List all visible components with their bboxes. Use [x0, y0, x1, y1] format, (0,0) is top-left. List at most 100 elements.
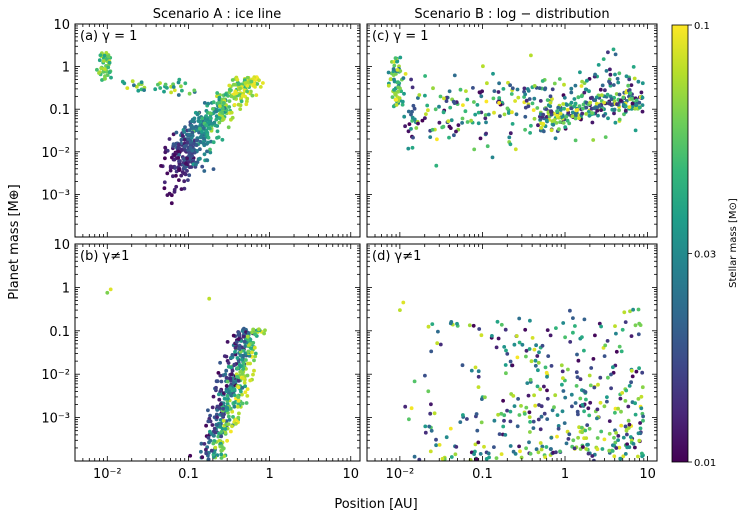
scatter-point	[225, 340, 230, 344]
scatter-point	[492, 89, 497, 93]
scatter-point	[609, 386, 613, 391]
scatter-point	[227, 87, 232, 92]
scatter-point	[627, 105, 632, 109]
scatter-point	[545, 98, 550, 102]
scatter-point	[630, 101, 635, 106]
scatter-point	[545, 396, 550, 401]
scatter-point	[241, 366, 246, 371]
scatter-point	[484, 457, 489, 461]
scatter-point	[572, 97, 577, 101]
scatter-point	[237, 347, 242, 351]
scatter-point	[482, 444, 486, 449]
scatter-point	[494, 456, 499, 460]
scatter-point	[191, 119, 196, 123]
scatter-point	[417, 457, 422, 461]
scatter-point	[233, 350, 237, 354]
scatter-point	[172, 88, 177, 93]
scatter-point	[531, 419, 536, 424]
scatter-point	[98, 53, 103, 58]
scatter-point	[597, 321, 602, 326]
scatter-point	[186, 133, 191, 138]
scatter-point	[205, 149, 209, 154]
scatter-point	[425, 103, 430, 108]
scatter-point	[204, 423, 209, 428]
scatter-point	[522, 86, 527, 91]
scatter-point	[169, 201, 174, 206]
scatter-point	[574, 108, 579, 113]
scatter-point	[517, 340, 522, 345]
scatter-point	[569, 90, 574, 95]
scatter-point	[239, 389, 243, 394]
scatter-point	[454, 445, 459, 449]
scatter-point	[636, 307, 641, 312]
scatter-point	[234, 340, 239, 344]
scatter-point	[441, 110, 446, 115]
scatter-point	[566, 367, 570, 372]
scatter-point	[243, 390, 248, 395]
scatter-point	[568, 308, 572, 313]
scatter-point	[585, 423, 590, 427]
scatter-point	[605, 92, 610, 97]
scatter-point	[171, 85, 176, 89]
scatter-point	[179, 84, 183, 89]
scatter-point	[179, 187, 184, 192]
scatter-point	[174, 130, 179, 135]
scatter-point	[624, 388, 629, 393]
scatter-point	[549, 109, 553, 114]
scatter-point	[603, 88, 607, 93]
scatter-point	[630, 97, 635, 101]
scatter-point	[629, 380, 633, 385]
scatter-point	[390, 95, 395, 99]
scatter-point	[210, 405, 215, 410]
scatter-point	[409, 406, 414, 411]
scatter-point	[601, 57, 606, 61]
scatter-point	[252, 358, 256, 363]
scatter-point	[558, 449, 562, 454]
scatter-point	[221, 418, 226, 423]
scatter-point	[485, 81, 489, 86]
scatter-point	[199, 441, 204, 446]
scatter-point	[400, 102, 405, 107]
scatter-point	[245, 89, 250, 94]
scatter-point	[235, 356, 240, 360]
scatter-point	[460, 116, 465, 121]
scatter-point	[172, 190, 177, 194]
scatter-point	[162, 180, 167, 185]
scatter-point	[236, 395, 241, 399]
scatter-point	[637, 438, 642, 443]
scatter-point	[202, 442, 207, 446]
scatter-point	[490, 334, 494, 338]
scatter-point	[548, 333, 553, 338]
scatter-point	[183, 165, 188, 170]
scatter-point	[570, 114, 575, 119]
scatter-point	[218, 373, 223, 378]
scatter-point	[497, 81, 501, 86]
scatter-point	[212, 120, 217, 125]
scatter-point	[577, 116, 581, 120]
scatter-point	[187, 150, 192, 155]
scatter-point	[640, 103, 645, 107]
scatter-point	[523, 114, 528, 119]
scatter-point	[577, 425, 581, 430]
scatter-point	[202, 142, 206, 146]
scatter-point	[214, 114, 219, 119]
scatter-point	[194, 143, 199, 148]
scatter-point	[167, 137, 172, 141]
scatter-point	[428, 135, 433, 140]
scatter-point	[558, 120, 562, 124]
scatter-point	[561, 102, 566, 106]
scatter-point	[416, 121, 420, 126]
scatter-point	[623, 399, 628, 403]
scatter-point	[207, 126, 212, 131]
scatter-point	[394, 103, 399, 107]
scatter-point	[249, 79, 254, 84]
scatter-point	[236, 330, 241, 335]
scatter-point	[220, 118, 225, 122]
scatter-point	[411, 135, 415, 140]
scatter-point	[199, 449, 203, 454]
scatter-point	[220, 412, 225, 416]
scatter-point	[465, 417, 469, 421]
scatter-point	[584, 447, 589, 451]
scatter-point	[580, 425, 584, 430]
scatter-point	[224, 368, 229, 373]
